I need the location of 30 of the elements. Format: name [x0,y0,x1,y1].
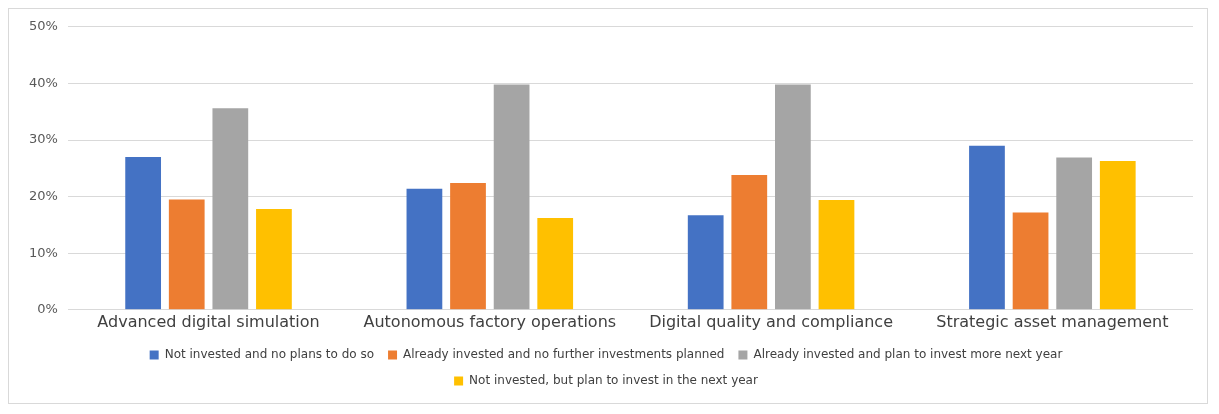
x-tick-label: Advanced digital simulation [97,311,320,331]
x-tick-label: Digital quality and compliance [649,311,893,331]
bar [256,209,292,310]
bar [775,84,811,310]
y-tick-label: 10% [28,244,58,260]
bar [687,215,724,310]
bar [1012,212,1049,310]
bar [731,175,768,310]
legend-label: Not invested, but plan to invest in the next year [469,373,758,388]
x-tick-label: Strategic asset management [936,311,1169,331]
bar [1056,157,1093,310]
y-tick-label: 50% [28,18,58,34]
x-tick-label: Autonomous factory operations [363,311,617,331]
bar [168,199,205,310]
bar [450,183,486,310]
bar [125,156,162,310]
bar [537,218,574,310]
legend-label: Already invested and no further investments planned [403,347,725,362]
bar [969,145,1005,310]
legend-label: Already invested and plan to invest more next year [753,347,1063,362]
y-tick-label: 0% [37,301,58,317]
legend-label: Not invested and no plans to do so [164,347,375,362]
bar [493,84,530,310]
bar [1099,160,1136,310]
bar [212,108,249,310]
y-tick-label: 30% [28,131,58,147]
y-tick-label: 40% [28,74,58,90]
bar [406,188,443,310]
y-tick-label: 20% [28,187,58,203]
bar [818,200,855,310]
